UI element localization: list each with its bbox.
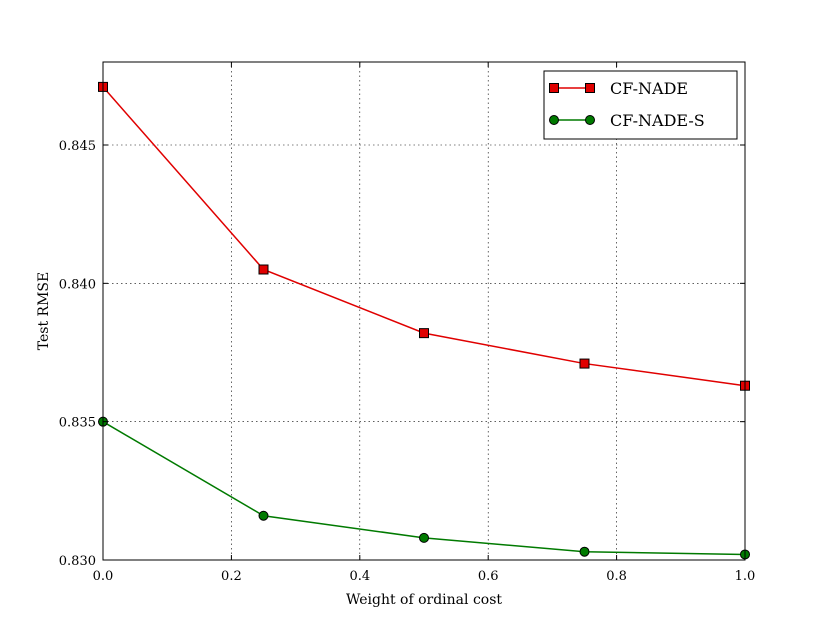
series-1 (98, 416, 750, 560)
x-tick-label: 0.0 (93, 569, 114, 584)
legend-marker (549, 115, 559, 125)
x-tick-label: 0.8 (606, 569, 627, 584)
x-tick-label: 1.0 (735, 569, 756, 584)
legend-box (543, 70, 738, 140)
data-point (419, 532, 429, 543)
y-tick-label: 0.835 (59, 416, 96, 431)
legend-marker (585, 115, 595, 125)
legend-label: CF-NADE-S (610, 111, 705, 130)
legend-marker (585, 83, 595, 93)
data-point (419, 328, 429, 339)
legend: CF-NADE CF-NADE-S (543, 70, 738, 140)
data-point (579, 358, 590, 369)
y-tick-label: 0.830 (59, 554, 96, 569)
x-tick-label: 0.6 (478, 569, 499, 584)
data-point (258, 264, 269, 275)
legend-marker (549, 83, 559, 93)
y-tick-label: 0.845 (59, 139, 96, 154)
data-point (258, 510, 269, 521)
data-point (579, 546, 590, 557)
x-tick-label: 0.4 (349, 569, 370, 584)
y-tick-label: 0.840 (59, 277, 96, 292)
data-series (98, 81, 750, 560)
axis-ticks: 0.0 0.2 0.4 0.6 0.8 1.0 0.830 0.835 0.840 0.845 (59, 62, 756, 584)
y-axis-title: Test RMSE (36, 272, 52, 350)
x-axis-title: Weight of ordinal cost (346, 592, 502, 608)
legend-label: CF-NADE (610, 79, 688, 98)
x-tick-label: 0.2 (221, 569, 242, 584)
plot-frame (102, 61, 746, 561)
